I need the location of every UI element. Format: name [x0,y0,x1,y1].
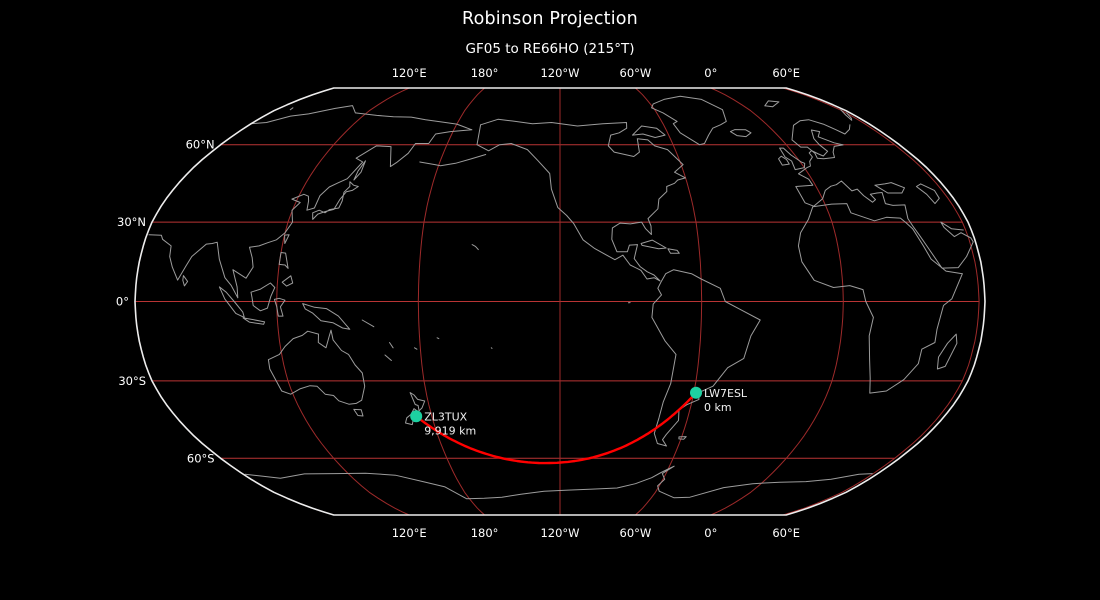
coastline-eurasia [148,105,974,299]
lon-tick-label-top: 180° [471,66,499,80]
tick-label-layer: 120°E 120°E 180° 180° 120°W 120°W 60°W 60°W 0° 0°… [116,66,800,540]
coastline-hawaii [471,244,479,251]
coastline-cuba [640,239,667,250]
coastline-new-guinea [302,303,351,330]
coastline-luzon [278,252,289,269]
coastline-black-sea [874,182,905,194]
coastline-baffin-island [632,125,666,138]
graticule-layer [134,87,980,516]
lon-tick-label-top: 60°W [620,66,652,80]
lon-tick-label-top: 120°E [392,66,427,80]
lon-tick-label-bottom: 120°E [392,526,427,540]
coastline-tahiti [490,347,493,349]
lon-tick-label-bottom: 120°W [540,526,579,540]
coastline-taiwan [284,234,290,244]
marker-destination-callsign: ZL3TUX [424,410,467,423]
coastline-sulawesi [273,297,286,317]
coastline-mindanao [281,275,294,287]
coastline-antarctica [244,465,873,500]
graticule-meridian [710,87,844,516]
coastline-caspian-sea [915,183,940,205]
coastline-aleutians [419,154,487,167]
coastline-novaya-zemlya [289,107,853,121]
coastline-new-caledonia [384,354,392,361]
marker-destination-distance: 9,919 km [424,424,476,437]
marker-destination [410,410,423,423]
graticule-meridian [276,87,410,516]
coastline-layer [148,95,974,500]
coastline-fiji [414,347,418,350]
coastline-great-britain [779,147,806,171]
lon-tick-label-top: 60°E [772,66,800,80]
lon-tick-label-bottom: 60°E [772,526,800,540]
coastline-ireland [778,155,790,166]
coastline-samoa [436,337,440,340]
boundary-layer [134,87,986,516]
coastline-falklands [678,436,687,440]
coastline-madagascar [936,333,958,370]
coastline-greenland [651,95,727,146]
marker-origin [690,386,702,399]
map-title: Robinson Projection [462,9,638,29]
coastline-north-america [476,118,686,282]
route-layer [415,391,698,465]
coastline-tasmania [353,408,364,417]
lon-tick-label-bottom: 180° [471,526,499,540]
lon-tick-label-top: 120°W [540,66,579,80]
coastline-vanuatu [389,342,394,349]
coastline-africa [797,203,963,394]
great-circle-path [415,391,698,465]
lon-tick-label-bottom: 0° [704,526,717,540]
graticule-meridian [634,87,703,516]
map-boundary [134,87,986,516]
coastline-new-zealand-north [409,392,426,412]
coastline-svalbard [764,100,780,108]
lon-tick-label-top: 0° [704,66,717,80]
graticule-meridian [417,87,486,516]
map-subtitle: GF05 to RE66HO (215°T) [465,41,635,57]
coastline-australia [267,329,366,405]
coastline-java [242,317,266,325]
coastline-japan [312,181,359,220]
lat-tick-label: 60°S [187,451,215,465]
lat-tick-label: 60°N [186,138,215,152]
coastline-sri-lanka [182,275,189,287]
coastline-solomons [361,319,375,328]
coastline-hispaniola [667,248,680,254]
coastline-sumatra [218,286,245,318]
lat-tick-label: 0° [116,295,129,309]
lon-tick-label-bottom: 60°W [620,526,652,540]
graticule-meridian [782,87,980,516]
coastline-iceland [729,129,752,138]
marker-origin-callsign: LW7ESL [704,387,748,400]
coastline-borneo [250,282,276,312]
coastline-sakhalin [353,160,366,181]
lat-tick-label: 30°S [118,374,146,388]
lat-tick-label: 30°N [117,215,146,229]
marker-origin-distance: 0 km [704,401,732,414]
